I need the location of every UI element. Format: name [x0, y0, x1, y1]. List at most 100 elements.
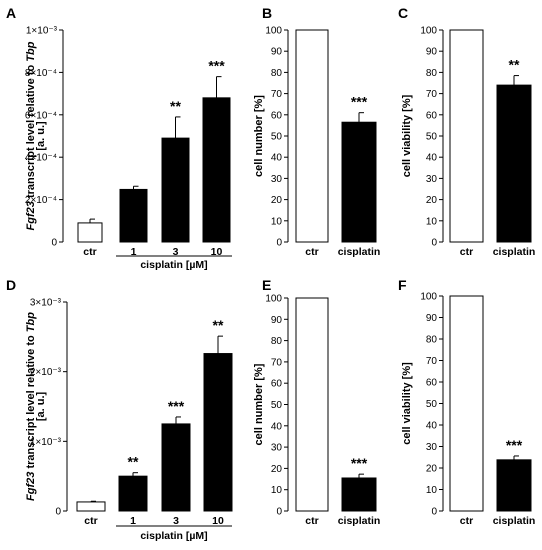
y-tick-label: 40 [271, 153, 283, 164]
y-tick-label: 1×10⁻³ [30, 437, 62, 448]
y-tick-label: 2×10⁻⁴ [25, 195, 57, 206]
significance-label: ** [128, 454, 139, 470]
y-tick-label: 70 [271, 357, 283, 368]
y-tick-label: 20 [271, 195, 283, 206]
y-tick-label: 30 [426, 442, 438, 453]
y-tick-label: 60 [426, 378, 438, 389]
significance-label: *** [168, 398, 185, 414]
category-label: cisplatin [493, 515, 536, 527]
y-tick-label: 10 [271, 485, 283, 496]
panel-letter: C [398, 5, 408, 21]
significance-label: *** [351, 455, 368, 471]
significance-label: ** [509, 57, 520, 73]
bar [341, 121, 377, 243]
y-tick-label: 80 [271, 336, 283, 347]
group-label: cisplatin [µM] [140, 530, 207, 542]
y-tick-label: 2×10⁻³ [30, 367, 62, 378]
category-label: cisplatin [493, 246, 536, 258]
bar [118, 475, 148, 512]
y-tick-label: 60 [271, 379, 283, 390]
category-label: cisplatin [338, 246, 381, 258]
y-tick-label: 60 [271, 110, 283, 121]
y-tick-label: 70 [426, 89, 438, 100]
category-label: 3 [173, 246, 179, 258]
y-tick-label: 90 [426, 47, 438, 58]
y-axis-label: Fgf23 transcript level relative to Tbp [25, 312, 37, 501]
y-tick-label: 0 [431, 507, 437, 518]
y-tick-label: 80 [426, 68, 438, 79]
bar [295, 29, 329, 243]
y-tick-label: 1×10⁻³ [26, 26, 58, 37]
panel-letter: B [262, 5, 272, 21]
panel-letter: E [262, 277, 271, 293]
chart-panel-c: C 0 10 20 30 40 50 60 70 80 90 100 ctr ** cisplatin cel… [398, 5, 535, 258]
y-axis-label: cell number [%] [253, 95, 265, 177]
y-tick-label: 40 [426, 421, 438, 432]
category-label: 1 [131, 246, 137, 258]
y-tick-label: 100 [420, 26, 437, 37]
category-label: ctr [305, 515, 318, 527]
y-tick-label: 30 [271, 174, 283, 185]
bar [202, 97, 231, 243]
y-axis-label: Fgf23 transcript level relative to Tbp [25, 41, 37, 230]
y-tick-label: 100 [265, 26, 282, 37]
y-tick-label: 8×10⁻⁴ [25, 68, 57, 79]
chart-panel-f: F 0 10 20 30 40 50 60 70 80 90 100 ctr *** cisplatin ce… [398, 277, 535, 527]
y-axis-label-unit: [a. u.] [35, 121, 47, 151]
y-tick-label: 0 [55, 507, 61, 518]
category-label: 3 [173, 515, 179, 527]
y-axis-label-unit: [a. u.] [35, 392, 47, 422]
significance-label: *** [208, 58, 225, 74]
y-axis-label: cell viability [%] [401, 94, 413, 177]
category-label: 10 [211, 246, 223, 258]
y-axis-label: cell viability [%] [401, 362, 413, 445]
category-label: 1 [130, 515, 136, 527]
y-tick-label: 80 [271, 68, 283, 79]
significance-label: *** [506, 437, 523, 453]
bar [76, 501, 106, 512]
significance-label: ** [170, 98, 181, 114]
chart-panel-b: B 0 10 20 30 40 50 60 70 80 90 100 ctr *** cisplatin ce… [253, 5, 380, 258]
bar [161, 137, 190, 243]
y-tick-label: 90 [426, 313, 438, 324]
bar [449, 295, 484, 512]
group-label: cisplatin [µM] [140, 259, 207, 271]
y-tick-label: 100 [265, 294, 282, 305]
y-axis-label: cell number [%] [253, 363, 265, 445]
y-tick-label: 30 [426, 174, 438, 185]
category-label: ctr [305, 246, 318, 258]
y-tick-label: 30 [271, 443, 283, 454]
y-tick-label: 60 [426, 110, 438, 121]
significance-label: ** [213, 317, 224, 333]
bar [496, 84, 532, 243]
y-tick-label: 40 [426, 153, 438, 164]
y-tick-label: 20 [426, 464, 438, 475]
category-label: ctr [83, 246, 96, 258]
y-tick-label: 50 [426, 399, 438, 410]
bar [496, 459, 532, 512]
chart-panel-a: A 0 2×10⁻⁴ 4×10⁻⁴ 6×10⁻⁴ 8×10⁻⁴ 1×10⁻³ ctr 1 ** 3 *… [6, 5, 232, 271]
bar [341, 477, 377, 512]
y-tick-label: 80 [426, 335, 438, 346]
bar [295, 297, 329, 512]
chart-panel-e: E 0 10 20 30 40 50 60 70 80 90 100 ctr *** cisplatin ce… [253, 277, 380, 527]
panel-letter: F [398, 277, 407, 293]
y-tick-label: 0 [51, 238, 57, 249]
bar [77, 222, 103, 243]
y-tick-label: 50 [271, 132, 283, 143]
y-tick-label: 0 [276, 507, 282, 518]
y-tick-label: 100 [420, 292, 437, 303]
y-tick-label: 10 [426, 485, 438, 496]
bar [161, 423, 191, 512]
category-label: 10 [212, 515, 224, 527]
bar [449, 29, 484, 243]
y-tick-label: 20 [426, 195, 438, 206]
y-tick-label: 70 [426, 356, 438, 367]
bar [119, 188, 148, 243]
panel-letter: A [6, 5, 16, 21]
y-tick-label: 90 [271, 47, 283, 58]
y-tick-label: 20 [271, 464, 283, 475]
y-tick-label: 50 [426, 132, 438, 143]
category-label: ctr [460, 515, 473, 527]
significance-label: *** [351, 94, 368, 110]
